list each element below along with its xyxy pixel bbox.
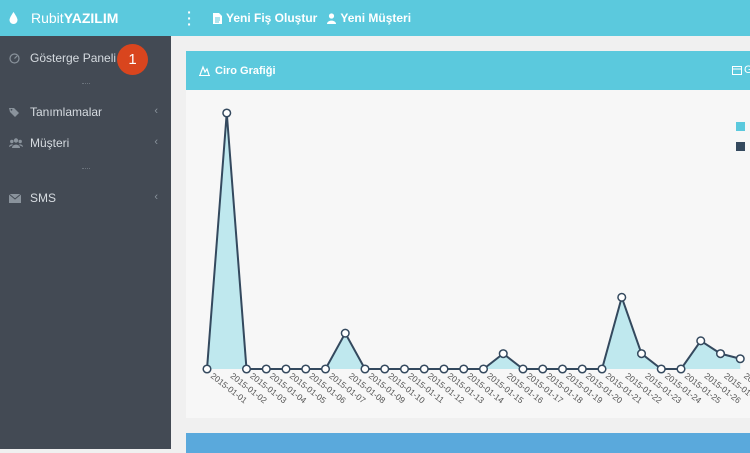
data-point[interactable] xyxy=(399,364,410,374)
new-customer-link[interactable]: Yeni Müşteri xyxy=(327,11,411,25)
notification-badge: 1 xyxy=(117,44,148,75)
data-point[interactable] xyxy=(241,364,252,374)
sidebar-divider xyxy=(82,83,90,85)
data-point[interactable] xyxy=(617,292,627,302)
vertical-dots-icon[interactable]: · · · xyxy=(187,4,192,32)
main-content: Ciro Grafiği G 2015-01-01 2015-01-02 2015-… xyxy=(171,36,750,453)
panel-header: Ciro Grafiği G xyxy=(186,51,750,90)
brand-logo[interactable]: Rubit YAZILIM xyxy=(0,0,171,36)
data-point[interactable] xyxy=(518,364,528,374)
chevron-left-icon: ‹ xyxy=(154,191,158,203)
data-point[interactable] xyxy=(419,364,429,374)
data-point[interactable] xyxy=(715,349,726,359)
sidebar-item-definitions[interactable]: Tanımlamalar ‹ xyxy=(0,100,171,124)
chevron-left-icon: ‹ xyxy=(154,136,158,148)
sidebar: Gösterge Paneli 1 Tanımlamalar ‹ Müşteri… xyxy=(0,36,171,449)
date-range-control[interactable]: G xyxy=(732,64,750,76)
sidebar-item-label: SMS xyxy=(30,191,57,205)
data-point[interactable] xyxy=(380,364,390,374)
chevron-left-icon: ‹ xyxy=(154,105,158,117)
top-nav-links: Yeni Fiş Oluştur Yeni Müşteri xyxy=(213,0,421,36)
data-point[interactable] xyxy=(301,364,311,374)
data-point[interactable] xyxy=(538,364,548,374)
data-point[interactable] xyxy=(281,364,291,374)
data-point[interactable] xyxy=(636,349,647,359)
legend-swatch xyxy=(736,122,745,131)
legend-swatch xyxy=(736,142,745,151)
calendar-icon xyxy=(732,66,742,75)
data-point[interactable] xyxy=(577,364,587,374)
new-receipt-link[interactable]: Yeni Fiş Oluştur xyxy=(213,11,317,25)
revenue-area-chart: 2015-01-012015-01-022015-01-032015-01-04… xyxy=(202,108,750,406)
data-point[interactable] xyxy=(498,349,508,359)
data-point[interactable] xyxy=(696,336,706,346)
sidebar-item-label: Gösterge Paneli xyxy=(30,51,117,65)
sidebar-item-sms[interactable]: SMS ‹ xyxy=(0,186,171,210)
chart-area: 2015-01-01 2015-01-02 2015-01-03 2015-01-04… xyxy=(186,90,750,418)
data-point[interactable] xyxy=(439,364,449,374)
data-point[interactable] xyxy=(340,328,350,338)
second-panel-header xyxy=(186,433,750,453)
sidebar-item-label: Tanımlamalar xyxy=(30,105,103,119)
sidebar-divider xyxy=(82,168,90,170)
data-point[interactable] xyxy=(202,364,212,374)
sidebar-item-dashboard[interactable]: Gösterge Paneli xyxy=(0,46,171,70)
data-point[interactable] xyxy=(320,364,331,374)
series-line xyxy=(206,112,741,370)
data-point[interactable] xyxy=(676,364,686,374)
chart-icon xyxy=(199,65,210,76)
revenue-chart-panel: Ciro Grafiği G 2015-01-01 2015-01-02 2015-… xyxy=(186,51,750,418)
series-area xyxy=(207,113,741,369)
data-point[interactable] xyxy=(261,364,271,374)
panel-title: Ciro Grafiği xyxy=(215,64,276,77)
brand-suffix: YAZILIM xyxy=(63,10,119,26)
envelope-icon xyxy=(9,193,23,203)
brand-prefix: Rubit xyxy=(31,10,64,26)
data-point[interactable] xyxy=(735,354,745,364)
date-range-label: G xyxy=(744,64,750,76)
new-receipt-label: Yeni Fiş Oluştur xyxy=(226,11,318,25)
dashboard-icon xyxy=(9,52,23,64)
data-point[interactable] xyxy=(597,364,607,374)
data-point[interactable] xyxy=(222,108,232,118)
users-icon xyxy=(9,138,23,148)
data-point[interactable] xyxy=(656,364,666,374)
user-icon xyxy=(327,12,337,24)
file-icon xyxy=(213,12,222,24)
data-point[interactable] xyxy=(459,364,469,374)
data-point[interactable] xyxy=(557,364,568,374)
top-navbar: Rubit YAZILIM · · · Yeni Fiş Oluştur Yeni M… xyxy=(0,0,750,36)
data-point[interactable] xyxy=(360,364,370,374)
drop-icon xyxy=(9,12,18,24)
new-customer-label: Yeni Müşteri xyxy=(340,11,412,25)
sidebar-item-label: Müşteri xyxy=(30,136,70,150)
sidebar-item-customer[interactable]: Müşteri ‹ xyxy=(0,131,171,155)
tags-icon xyxy=(9,107,23,118)
data-point[interactable] xyxy=(478,364,489,374)
